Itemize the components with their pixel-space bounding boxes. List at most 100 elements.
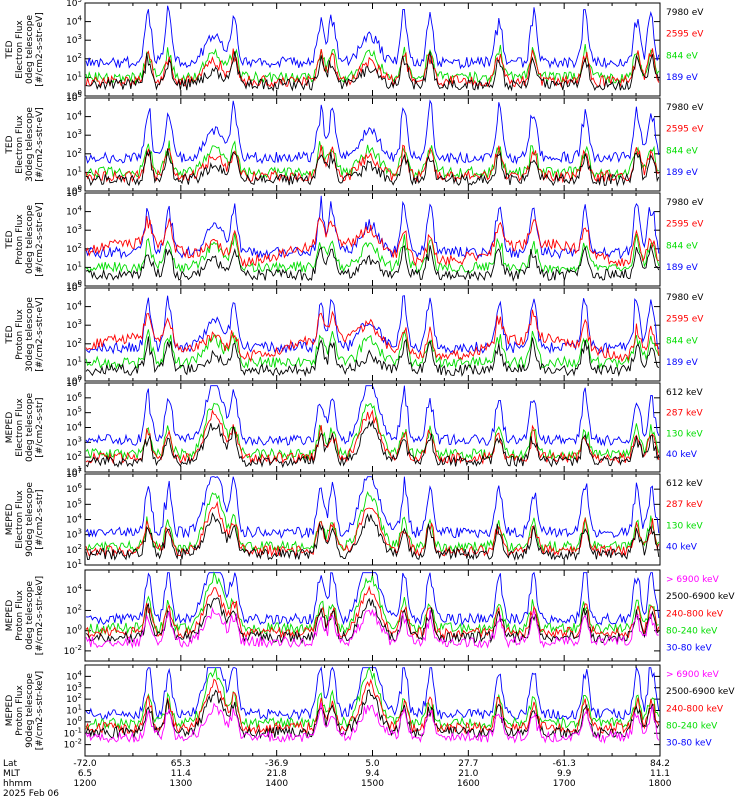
- series-trace-green: [85, 140, 659, 180]
- y-tick-label: 10-2: [64, 738, 82, 751]
- legend-entry: 189 eV: [666, 358, 699, 368]
- series-trace-blue: [85, 385, 660, 447]
- legend-entry: 7980 eV: [666, 293, 704, 303]
- y-tick-label: 104: [66, 583, 82, 596]
- series-trace-blue: [85, 195, 660, 260]
- series-trace-red: [85, 500, 660, 558]
- y-axis-label-line: [#/cm2-s-str-eV]: [35, 12, 45, 87]
- legend-entry: 844 eV: [666, 51, 699, 61]
- footer-hhmm-value: 1800: [649, 779, 672, 789]
- y-axis-label-line: MEPED: [5, 412, 15, 444]
- y-tick-label: 104: [66, 15, 82, 28]
- legend-entry: 80-240 keV: [666, 722, 718, 732]
- y-axis-label-line: Electron Flux: [15, 398, 25, 457]
- y-tick-label: 102: [66, 242, 82, 255]
- y-tick-label: 101: [66, 465, 82, 478]
- y-tick-label: 103: [66, 33, 82, 46]
- y-axis-label-line: 30deg telescope: [25, 297, 35, 372]
- y-tick-label: 102: [66, 337, 82, 350]
- y-axis-label-line: 0deg telescope: [25, 581, 35, 651]
- y-tick-label: 100: [66, 374, 82, 387]
- y-axis-label-line: MEPED: [5, 504, 15, 536]
- footer-lat-value: 5.0: [365, 759, 380, 769]
- y-axis-label-line: [#/cm2-s-str]: [35, 397, 45, 457]
- series-trace-blue: [85, 5, 660, 70]
- footer-mlt-value: 9.4: [365, 769, 380, 779]
- y-tick-label: 106: [66, 391, 82, 404]
- y-tick-label: 104: [66, 669, 82, 682]
- series-trace-blue: [85, 295, 660, 355]
- panel-4-frame: [84, 287, 661, 382]
- legend-entry: 2500-6900 keV: [666, 687, 735, 697]
- y-axis-label-line: TED: [5, 230, 15, 249]
- legend-entry: 612 keV: [666, 479, 703, 489]
- legend-entry: 130 keV: [666, 521, 703, 531]
- footer-mlt-value: 21.8: [267, 769, 287, 779]
- y-tick-label: 101: [66, 70, 82, 83]
- panel-1-frame: [84, 2, 661, 97]
- legend-entry: 30-80 keV: [666, 739, 712, 749]
- footer-mlt-value: 11.4: [171, 769, 191, 779]
- y-tick-label: 102: [66, 52, 82, 65]
- y-axis-label-line: Electron Flux: [15, 20, 25, 79]
- y-tick-label: 101: [66, 558, 82, 571]
- legend-entry: 240-800 keV: [666, 609, 724, 619]
- y-tick-label: 100: [66, 89, 82, 102]
- y-axis-label-line: 90deg telescope: [25, 482, 35, 557]
- series-trace-green: [85, 402, 660, 461]
- y-tick-label: 100: [66, 624, 82, 637]
- legend-entry: > 6900 keV: [666, 670, 720, 680]
- legend-entry: 287 keV: [666, 500, 703, 510]
- footer-lat-value: -61.3: [553, 759, 576, 769]
- y-tick-label: 102: [66, 603, 82, 616]
- legend-entry: 189 eV: [666, 168, 699, 178]
- y-axis-label-line: TED: [5, 40, 15, 59]
- y-tick-label: 105: [66, 406, 82, 419]
- y-tick-label: 102: [66, 450, 82, 463]
- legend-entry: 844 eV: [666, 146, 699, 156]
- series-trace-red: [85, 585, 660, 640]
- footer-mlt-value: 11.1: [650, 769, 670, 779]
- legend-entry: 130 keV: [666, 429, 703, 439]
- y-tick-label: 102: [66, 692, 82, 705]
- y-axis-label-line: Proton Flux: [15, 590, 25, 641]
- y-tick-label: 104: [66, 421, 82, 434]
- series-trace-red: [85, 48, 660, 88]
- legend-entry: 7980 eV: [666, 103, 704, 113]
- footer-hhmm-value: 1300: [169, 779, 192, 789]
- y-tick-label: 100: [66, 184, 82, 197]
- y-tick-label: 10-1: [64, 726, 82, 739]
- footer-lat-value: -72.0: [73, 759, 97, 769]
- legend-entry: 2500-6900 keV: [666, 592, 735, 602]
- y-axis-label-line: 0deg telescope: [25, 15, 35, 85]
- legend-entry: 189 eV: [666, 73, 699, 83]
- footer-lat-value: 65.3: [171, 759, 191, 769]
- series-trace-black: [85, 689, 660, 740]
- footer-hhmm-value: 1700: [553, 779, 576, 789]
- y-tick-label: 103: [66, 528, 82, 541]
- footer-row-label: 2025 Feb 06: [3, 789, 59, 799]
- legend-entry: 7980 eV: [666, 198, 704, 208]
- y-tick-label: 107: [66, 376, 82, 389]
- y-tick-label: 105: [66, 186, 82, 199]
- series-trace-green: [85, 329, 660, 370]
- y-axis-label-line: [#/cm2-s-str-keV]: [35, 671, 45, 750]
- series-trace-black: [85, 51, 660, 92]
- legend-entry: 2595 eV: [666, 125, 704, 135]
- series-trace-red: [85, 309, 660, 363]
- footer-mlt-value: 21.0: [458, 769, 478, 779]
- y-axis-label-line: 90deg telescope: [25, 673, 35, 748]
- legend-entry: 287 keV: [666, 409, 703, 419]
- y-axis-label-line: 30deg telescope: [25, 107, 35, 182]
- legend-entry: 40 keV: [666, 450, 698, 460]
- series-trace-red: [85, 409, 660, 465]
- y-axis-label-line: Proton Flux: [15, 214, 25, 265]
- y-axis-label-line: Proton Flux: [15, 685, 25, 736]
- y-tick-label: 103: [66, 681, 82, 694]
- series-trace-red: [85, 216, 660, 268]
- legend-entry: 30-80 keV: [666, 644, 712, 654]
- y-tick-label: 104: [66, 300, 82, 313]
- y-axis-label-line: 0deg telescope: [25, 205, 35, 275]
- series-trace-black: [85, 148, 660, 187]
